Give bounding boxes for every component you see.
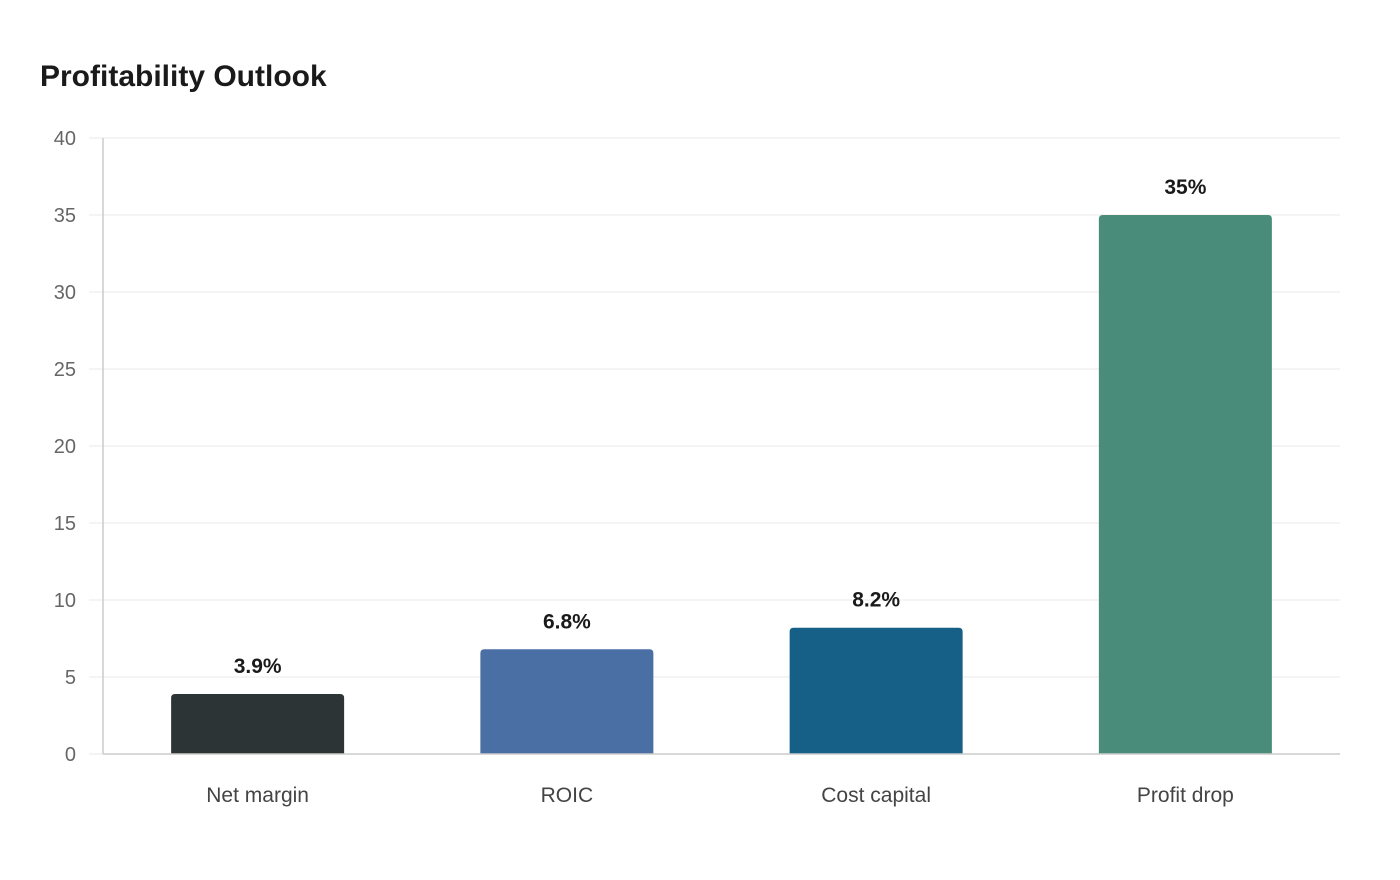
data-label: 8.2%	[852, 589, 900, 612]
y-tick-label: 5	[65, 667, 76, 689]
category-label: ROIC	[541, 784, 594, 807]
data-label: 35%	[1164, 176, 1206, 199]
bars	[171, 215, 1272, 754]
y-tick-label: 35	[54, 205, 76, 227]
y-tick-label: 20	[54, 436, 76, 458]
x-axis-categories: Net margin ROIC Cost capital Profit drop	[206, 784, 1234, 807]
y-tick-label: 30	[54, 282, 76, 304]
y-tick-label: 10	[54, 590, 76, 612]
y-axis-ticks: 0 5 10 15 20 25 30 35 40	[54, 128, 76, 766]
category-label: Cost capital	[821, 784, 931, 807]
data-labels: 3.9% 6.8% 8.2% 35%	[234, 176, 1207, 678]
data-label: 6.8%	[543, 610, 591, 633]
bar-net-margin	[171, 693, 345, 754]
y-tick-label: 40	[54, 128, 76, 150]
category-label: Profit drop	[1137, 784, 1234, 807]
bar-profit-drop	[1098, 215, 1272, 754]
category-label: Net margin	[206, 784, 309, 807]
y-tick-label: 25	[54, 359, 76, 381]
y-tick-label: 15	[54, 513, 76, 535]
bar-cost-capital	[789, 627, 963, 754]
y-tick-label: 0	[65, 744, 76, 766]
chart-title: Profitability Outlook	[40, 60, 327, 93]
bar-roic	[480, 649, 654, 754]
data-label: 3.9%	[234, 655, 282, 678]
